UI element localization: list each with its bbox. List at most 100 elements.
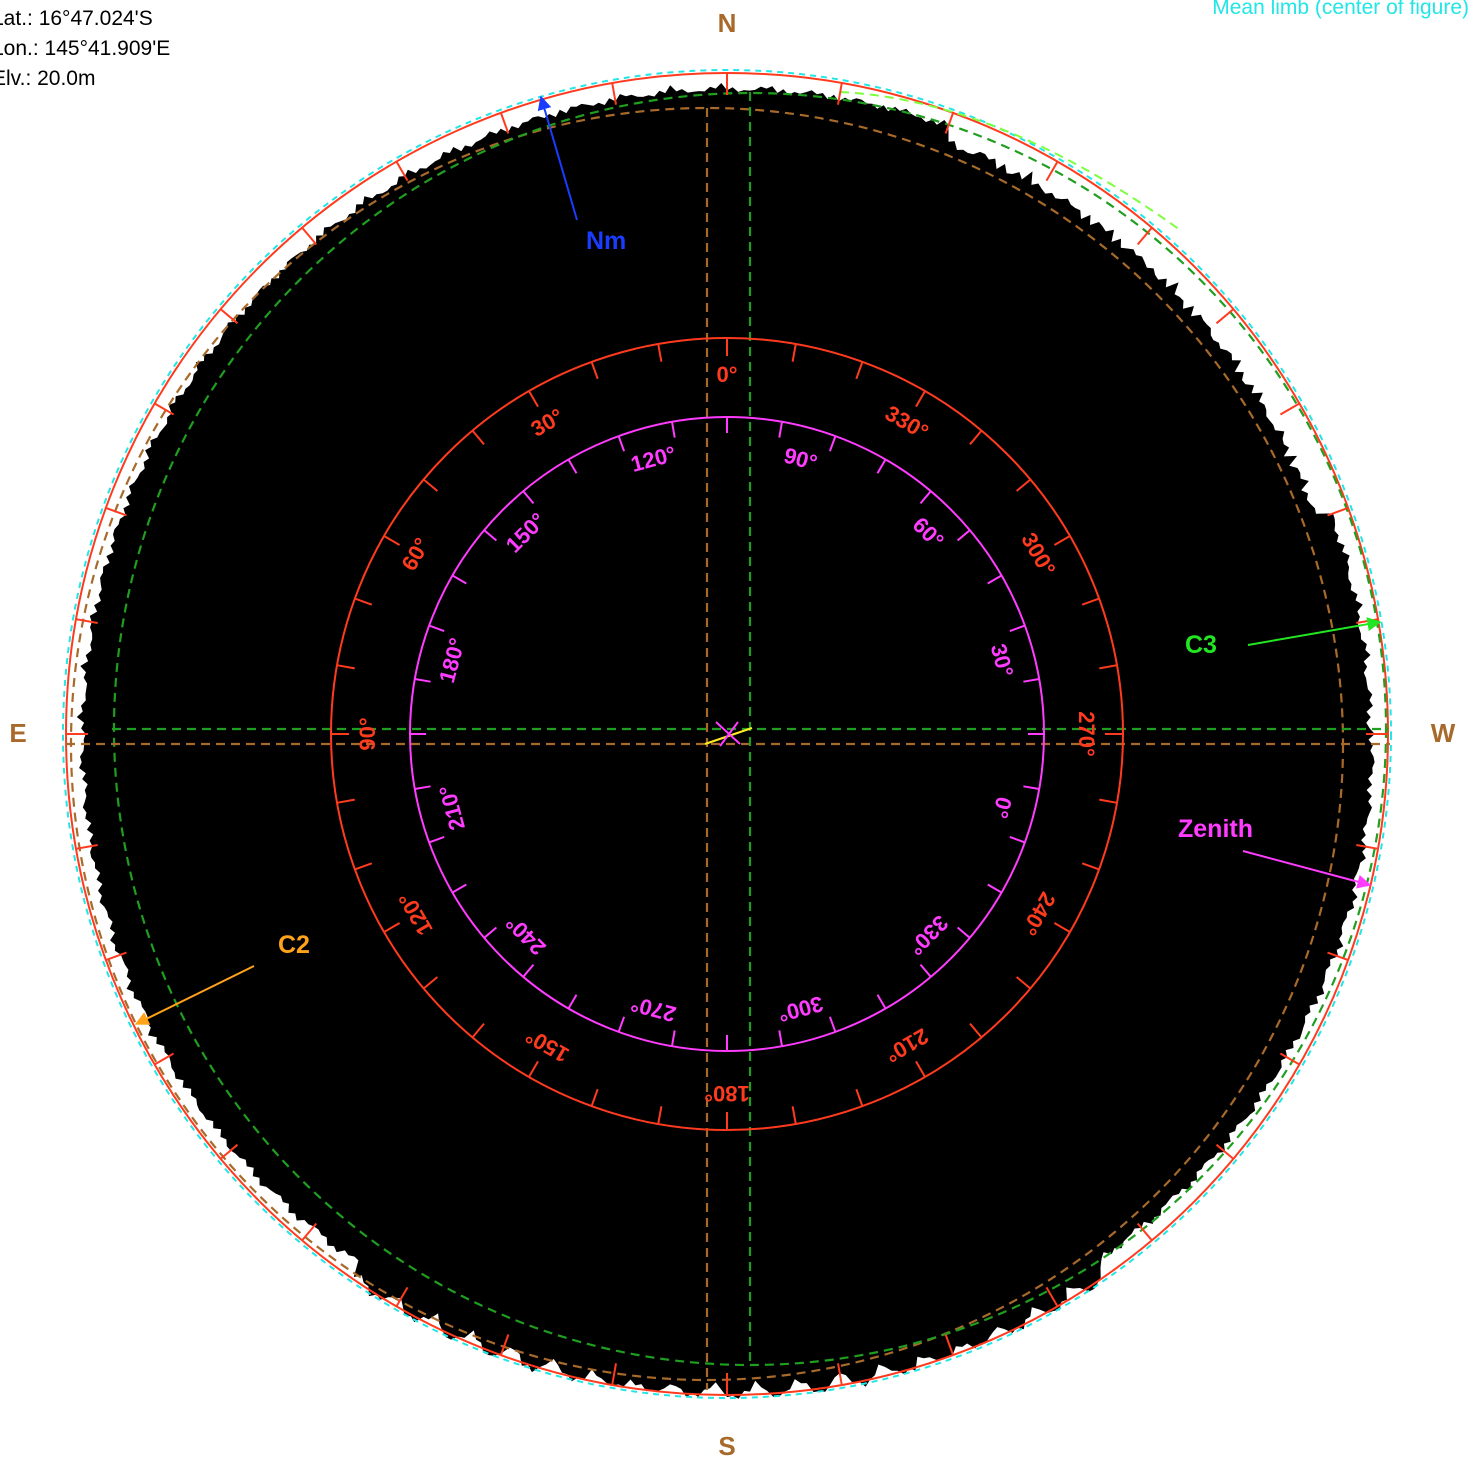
center-mark-magenta-b xyxy=(719,721,739,747)
outer-ring-tick xyxy=(855,1088,864,1107)
light-green-dashed-arc xyxy=(839,91,1181,231)
outer-ring-tick xyxy=(1053,535,1071,546)
inner-ring-tick xyxy=(567,458,578,474)
outer-ring-label-270: 270° xyxy=(1074,711,1099,757)
inner-ring-ticks xyxy=(410,417,1044,1051)
limb-tick xyxy=(301,1222,318,1242)
outer-ring-tick xyxy=(471,429,485,446)
outer-ring-tick xyxy=(590,361,599,380)
inner-ring-tick xyxy=(617,435,626,452)
mean-limb-circle xyxy=(62,69,1392,1399)
inner-ring-tick xyxy=(1009,835,1026,844)
limb-tick xyxy=(1045,161,1059,182)
inner-ring-tick xyxy=(483,529,498,542)
limb-tick xyxy=(1279,1052,1300,1066)
outer-ring-tick xyxy=(354,597,373,606)
inner-ring-tick xyxy=(414,785,431,790)
outer-ring-tick xyxy=(1015,976,1032,990)
outer-ring-tick xyxy=(528,390,539,408)
limb-tick xyxy=(395,161,409,182)
limb-tick xyxy=(1136,1222,1153,1242)
outer-ring-tick xyxy=(383,535,401,546)
outer-ring-tick xyxy=(915,1060,926,1078)
mean-limb-legend: Mean limb (center of figure) xyxy=(1212,0,1469,19)
outer-ring-tick xyxy=(1081,597,1100,606)
outer-ring-tick xyxy=(336,798,355,804)
center-mark-magenta-a xyxy=(715,721,741,745)
outer-ring-label-0: 0° xyxy=(716,362,737,387)
limb-tick xyxy=(219,308,239,325)
inner-ring-tick xyxy=(1009,624,1026,633)
c3-arrow xyxy=(1247,617,1382,646)
inner-ring-tick xyxy=(1023,678,1040,683)
inner-ring-tick xyxy=(987,883,1003,894)
inner-ring-tick xyxy=(1023,785,1040,790)
inner-ring-tick xyxy=(414,678,431,683)
outer-ring-ticks xyxy=(331,338,1123,1130)
inner-ring-tick xyxy=(828,435,837,452)
limb-tick xyxy=(1215,308,1235,325)
outer-ring-tick xyxy=(1081,862,1100,871)
outer-ring-tick xyxy=(590,1088,599,1107)
limb-tick xyxy=(395,1286,409,1307)
west-label: W xyxy=(1431,718,1456,748)
limb-ticks xyxy=(66,73,1388,1395)
inner-ring-tick xyxy=(778,1030,783,1047)
south-label: S xyxy=(718,1431,735,1458)
inner-ring-tick xyxy=(522,490,535,505)
limb-tick xyxy=(1136,226,1153,246)
inner-ring-tick xyxy=(876,458,887,474)
inner-ring-tick xyxy=(522,963,535,978)
inner-ring-tick xyxy=(451,574,467,585)
inner-ring-tick xyxy=(919,490,932,505)
outer-ring-tick xyxy=(1053,922,1071,933)
limb-tick xyxy=(219,1143,239,1160)
inner-ring-tick xyxy=(778,421,783,438)
limb-tick xyxy=(944,112,955,134)
inner-ring-tick xyxy=(483,926,498,939)
outer-ring-tick xyxy=(915,390,926,408)
limb-tick xyxy=(837,1363,843,1386)
outer-ring-tick xyxy=(422,976,439,990)
limb-tick xyxy=(837,82,843,105)
outer-ring-tick xyxy=(422,478,439,492)
outer-ring-tick xyxy=(528,1060,539,1078)
limb-tick xyxy=(75,844,98,850)
limb-tick xyxy=(1356,844,1379,850)
inner-ring-tick xyxy=(919,963,932,978)
outer-ring-tick xyxy=(1099,798,1118,804)
limb-tick xyxy=(1215,1143,1235,1160)
limb-tick xyxy=(1279,402,1300,416)
zenith-arrow xyxy=(1242,850,1372,889)
inner-ring-tick xyxy=(671,1030,676,1047)
inner-ring-tick xyxy=(671,421,676,438)
inner-ring-tick xyxy=(428,624,445,633)
outer-ring-tick xyxy=(383,922,401,933)
limb-tick xyxy=(105,951,127,962)
outer-ring-tick xyxy=(354,862,373,871)
limb-tick xyxy=(1327,951,1349,962)
outer-ring-tick xyxy=(336,664,355,670)
limb-tick xyxy=(944,1334,955,1356)
inner-ring-tick xyxy=(956,926,971,939)
limb-tick xyxy=(154,402,175,416)
outer-ring-tick xyxy=(1015,478,1032,492)
limb-tick xyxy=(611,82,617,105)
inner-ring-tick xyxy=(956,529,971,542)
outer-ring-label-180: 180° xyxy=(704,1081,750,1106)
outer-ring-tick xyxy=(657,343,663,362)
outer-ring-tick xyxy=(471,1022,485,1039)
inner-ring-tick xyxy=(987,574,1003,585)
limb-tick xyxy=(105,506,127,517)
elevation-label: Elv.: 20.0m xyxy=(0,67,96,90)
inner-ring-tick xyxy=(451,883,467,894)
limb-tick xyxy=(154,1052,175,1066)
nm-label: Nm xyxy=(586,227,626,255)
c3-label: C3 xyxy=(1185,631,1217,659)
c2-arrow xyxy=(134,965,255,1025)
limb-tick xyxy=(499,112,510,134)
inner-ring-tick xyxy=(876,994,887,1010)
limb-tick xyxy=(1045,1286,1059,1307)
inner-ring-tick xyxy=(617,1016,626,1033)
